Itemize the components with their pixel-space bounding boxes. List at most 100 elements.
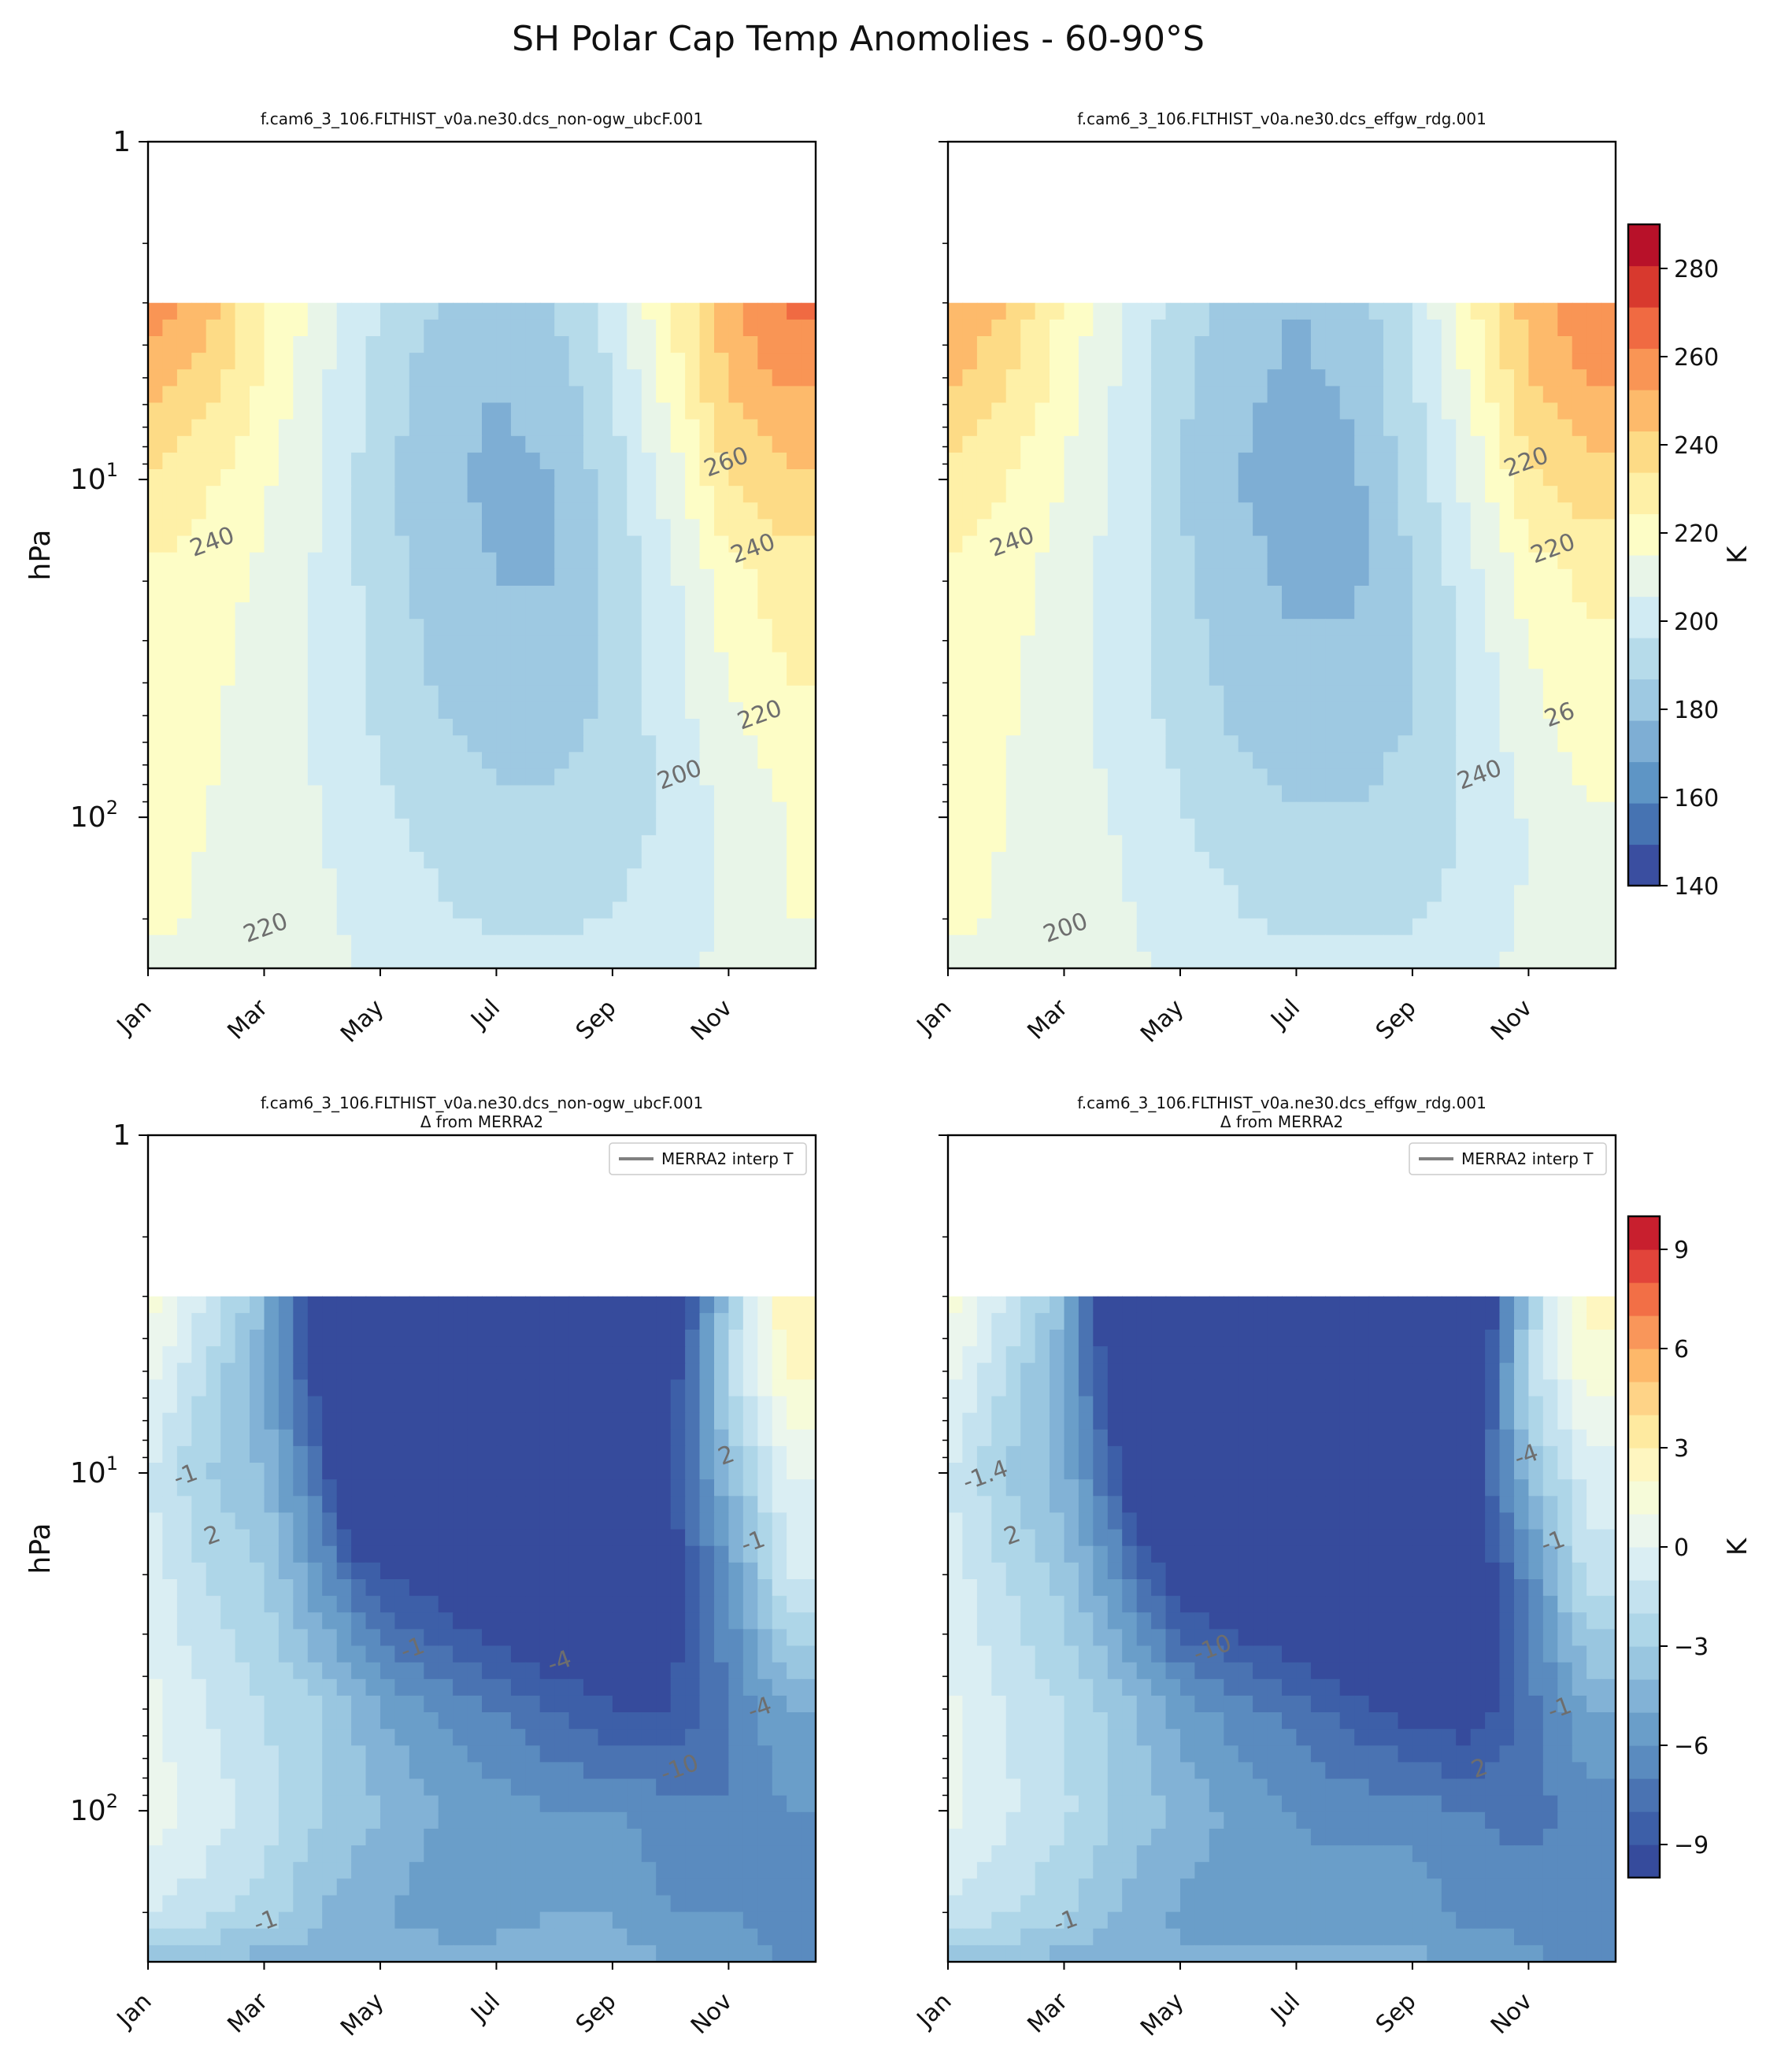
heatmap-cell [278,1412,294,1430]
heatmap-cell [322,402,338,420]
heatmap-cell [205,1363,221,1381]
heatmap-cell [539,1629,555,1647]
heatmap-cell [1020,885,1036,903]
heatmap-cell [539,469,555,487]
heatmap-cell [162,1612,178,1630]
heatmap-cell [510,452,527,470]
heatmap-cell [525,1695,541,1713]
heatmap-cell [685,934,701,953]
heatmap-cell [1499,934,1515,953]
heatmap-cell [250,1463,265,1480]
heatmap-cell [1180,735,1196,753]
heatmap-cell [205,1596,221,1613]
heatmap-cell [1209,652,1224,670]
heatmap-cell [728,1479,744,1497]
heatmap-cell [496,1346,512,1364]
heatmap-cell [176,1330,193,1347]
heatmap-cell [205,1562,221,1580]
heatmap-cell [394,1330,410,1347]
heatmap-cells [148,302,816,969]
heatmap-cell [380,1429,396,1447]
heatmap-cell [496,319,512,337]
heatmap-cell [948,885,964,903]
heatmap-cell [250,818,265,836]
heatmap-cell [1528,785,1544,803]
heatmap-cell [250,635,265,653]
heatmap-cell [482,419,498,437]
heatmap-cell [220,1612,236,1630]
heatmap-cell [714,1330,730,1347]
heatmap-cell [714,901,730,919]
heatmap-cell [307,535,323,553]
heatmap-cell [482,1629,498,1647]
heatmap-cell [322,951,338,969]
heatmap-cell [1368,452,1384,470]
heatmap-cell [453,1662,468,1680]
heatmap-cell [728,1729,744,1747]
heatmap-cell [525,834,541,853]
heatmap-cell [1557,502,1573,520]
heatmap-cell [714,1629,730,1647]
heatmap-cell [1035,885,1050,903]
heatmap-cell [1180,801,1196,820]
heatmap-cell [307,619,323,637]
heatmap-cell [685,1463,701,1480]
heatmap-cell [162,1479,178,1497]
heatmap-cell [424,719,439,736]
heatmap-cell [220,818,236,836]
heatmap-cell [598,1529,613,1547]
heatmap-cell [1005,652,1021,670]
heatmap-cell [656,1512,672,1530]
heatmap-cell [757,452,773,470]
heatmap-cell [293,852,309,869]
heatmap-cell [539,1662,555,1680]
heatmap-cell [1035,435,1050,453]
heatmap-cell [801,435,816,453]
heatmap-cell [1339,652,1355,670]
heatmap-cell [583,1512,599,1530]
heatmap-cell [1005,701,1021,720]
heatmap-cell [162,619,178,637]
heatmap-cell [525,452,541,470]
heatmap-cell [1310,701,1327,720]
heatmap-cell [1470,519,1486,537]
heatmap-cell [656,419,672,437]
heatmap-cell [1557,435,1573,453]
heatmap-cell [728,768,744,786]
heatmap-cell [1050,635,1065,653]
heatmap-cell [365,951,381,969]
heatmap-cell [1050,469,1065,487]
heatmap-cell [250,419,265,437]
heatmap-cell [627,1512,642,1530]
heatmap-cell [568,319,584,337]
heatmap-cell [728,386,744,404]
heatmap-cell [1209,918,1224,936]
heatmap-cell [699,1445,715,1463]
heatmap-cell [322,336,338,353]
heatmap-cell [1383,469,1399,487]
heatmap-cell [714,885,730,903]
heatmap-cell [336,402,352,420]
heatmap-cell [1427,868,1442,886]
heatmap-cell [554,1429,570,1447]
heatmap-cell [205,1512,221,1530]
heatmap-cell [948,668,964,686]
heatmap-cell [1412,934,1428,953]
heatmap-cell [424,1729,439,1747]
heatmap-cell [787,1412,802,1430]
heatmap-cell [787,934,802,953]
heatmap-cell [991,602,1007,620]
heatmap-cell [1325,735,1341,753]
heatmap-cell [1035,353,1050,370]
heatmap-cell [1456,685,1472,703]
heatmap-cell [250,719,265,736]
heatmap-cell [525,685,541,703]
heatmap-cell [482,353,498,370]
heatmap-cell [742,1379,758,1397]
heatmap-cell [322,1312,338,1330]
heatmap-cell [409,602,424,620]
heatmap-cell [1427,818,1442,836]
heatmap-cell [1601,469,1616,487]
heatmap-cell [598,302,613,320]
heatmap-cell [510,1463,527,1480]
